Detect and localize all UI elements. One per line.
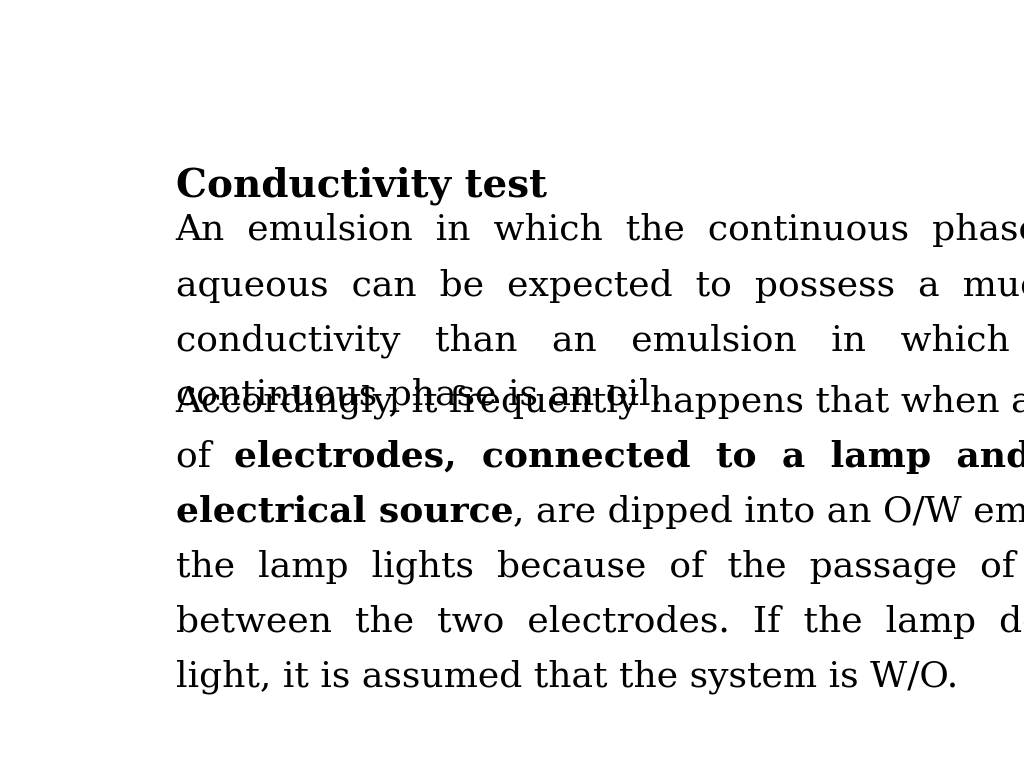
Text: electrical source: electrical source bbox=[176, 495, 513, 529]
Text: of: of bbox=[176, 440, 233, 474]
Text: electrodes,  connected  to  a  lamp  and  an: electrodes, connected to a lamp and an bbox=[233, 440, 1024, 474]
Text: light, it is assumed that the system is W/O.: light, it is assumed that the system is … bbox=[176, 660, 957, 694]
Text: An  emulsion  in  which  the  continuous  phase  is: An emulsion in which the continuous phas… bbox=[176, 214, 1024, 247]
Text: the  lamp  lights  because  of  the  passage  of  a  current: the lamp lights because of the passage o… bbox=[176, 550, 1024, 584]
Text: between  the  two  electrodes.  If  the  lamp  does  not: between the two electrodes. If the lamp … bbox=[176, 605, 1024, 639]
Text: continuous phase is an oil.: continuous phase is an oil. bbox=[176, 379, 662, 412]
Text: conductivity   than   an   emulsion   in   which   the: conductivity than an emulsion in which t… bbox=[176, 323, 1024, 358]
Text: Accordingly, it frequently happens that when a pair: Accordingly, it frequently happens that … bbox=[176, 385, 1024, 419]
Text: aqueous  can  be  expected  to  possess  a  much  higher: aqueous can be expected to possess a muc… bbox=[176, 268, 1024, 303]
Text: Conductivity test: Conductivity test bbox=[176, 166, 547, 204]
Text: , are dipped into an O/W emulsion,: , are dipped into an O/W emulsion, bbox=[513, 495, 1024, 529]
